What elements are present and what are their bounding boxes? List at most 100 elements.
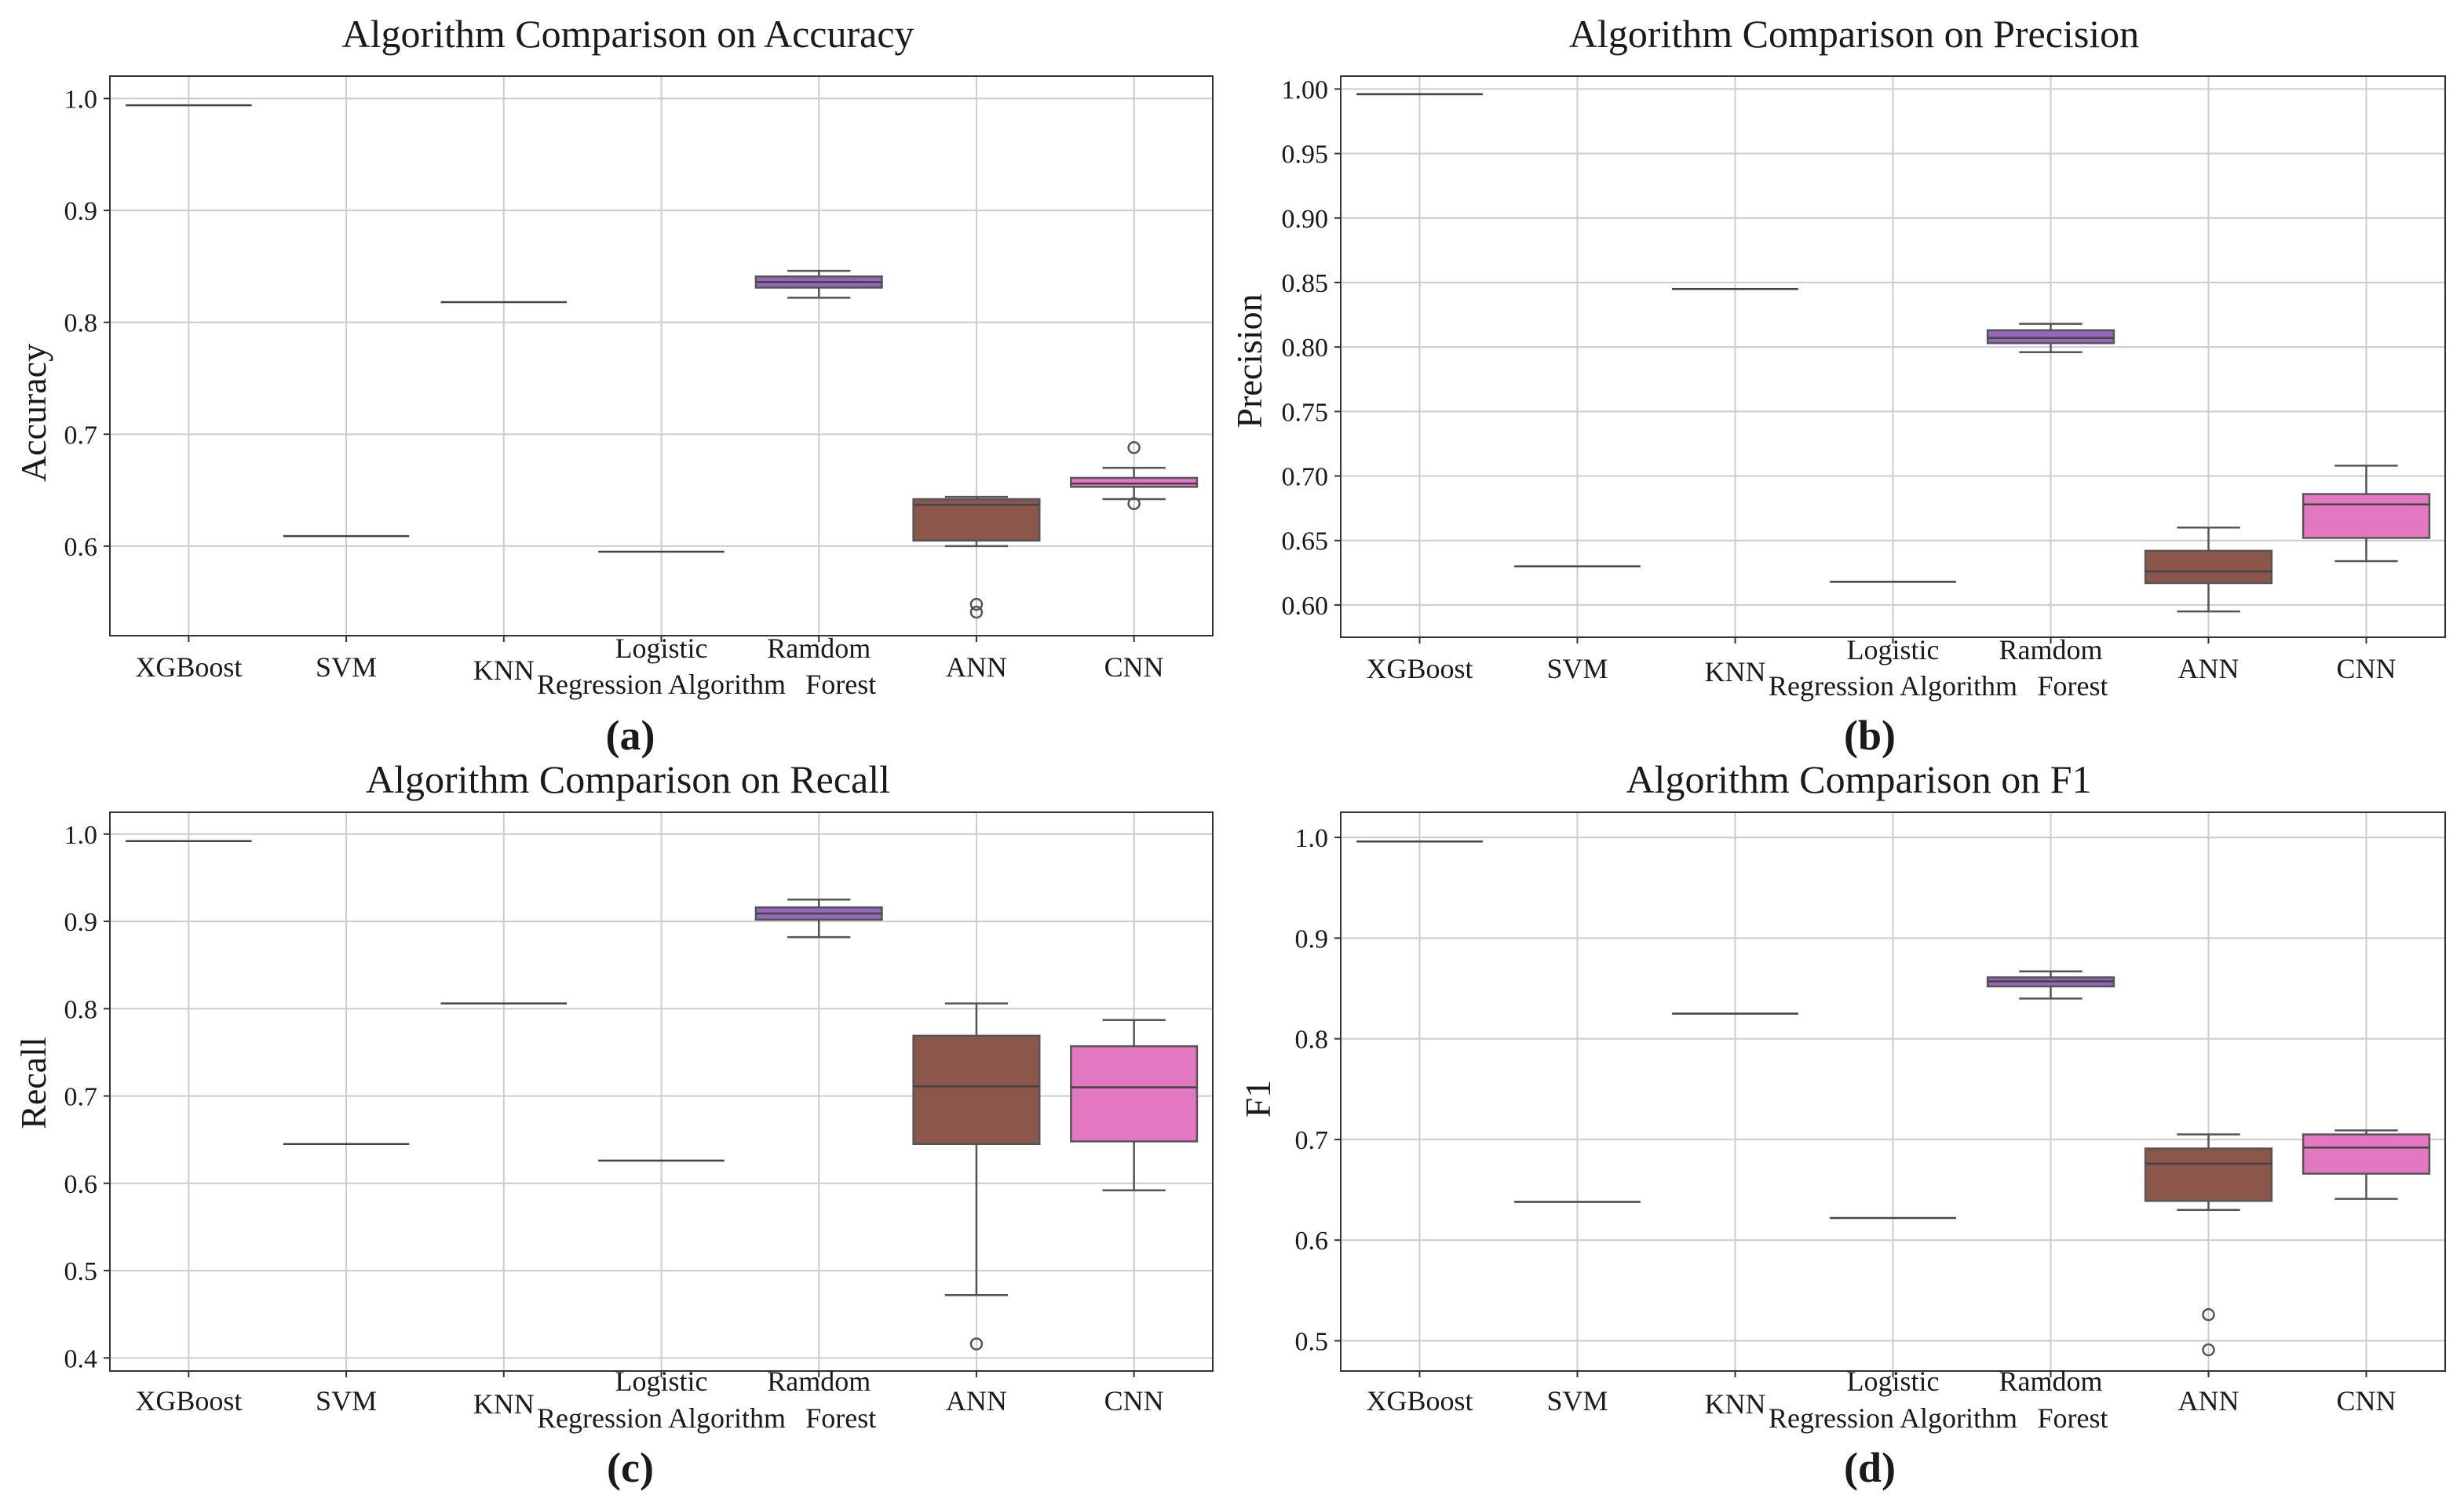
chart-title: Algorithm Comparison on Accuracy [341,12,914,56]
x-tick-label: Regression Algorithm [1769,1402,2017,1434]
box-cnn [2302,1129,2431,1200]
box-cnn [1070,441,1199,510]
x-tick-label: Logistic [1847,634,1940,665]
chart-title: Algorithm Comparison on Recall [366,757,890,801]
x-tick-label: Forest [805,1402,876,1434]
y-tick-label: 1.00 [1282,75,1329,104]
x-tick-label: CNN [1104,651,1164,683]
x-tick-label: KNN [473,655,535,686]
box-plots [126,104,1199,619]
y-axis-label: Recall [13,1037,53,1129]
y-ticks: 0.4 0.5 0.6 0.7 0.8 0.9 1.0 [64,821,1135,1377]
panel-precision: Algorithm Comparison on Precision Precis… [1229,12,2446,759]
y-tick-label: 0.90 [1282,205,1329,234]
y-tick-label: 0.4 [64,1344,98,1373]
iqr-box [1070,1045,1199,1143]
y-ticks: 0.5 0.6 0.7 0.8 0.9 1.0 [1295,824,2367,1377]
y-tick-label: 0.9 [64,197,98,226]
y-tick-label: 0.8 [1295,1026,1329,1055]
box-ann [912,495,1041,619]
box-ann [2144,1133,2273,1357]
x-tick-label: KNN [1705,656,1766,687]
x-tick-label: Logistic [1847,1366,1940,1397]
panel-recall: Algorithm Comparison on Recall Recall 0.… [13,757,1214,1491]
chart-title: Algorithm Comparison on Precision [1569,12,2139,56]
x-tick-label: ANN [946,651,1007,683]
x-tick-labels: XGBoost SVM KNN Logistic Regression Algorith… [135,1366,1163,1434]
outlier-point [969,605,984,619]
outlier-point [2202,1343,2215,1357]
panel-label: (c) [607,1444,654,1491]
panel-label: (b) [1844,712,1896,759]
x-tick-label: Logistic [615,1366,708,1397]
x-tick-label: KNN [473,1388,535,1420]
x-tick-label: Ramdom [767,633,871,664]
box-plots [1356,93,2431,613]
x-tick-label: Ramdom [767,1366,871,1397]
panel-accuracy: Algorithm Comparison on Accuracy Accurac… [13,12,1214,759]
y-tick-label: 0.6 [64,1170,98,1199]
y-tick-label: 1.0 [64,86,98,115]
y-tick-label: 0.80 [1282,334,1329,363]
box-plots [1356,840,2431,1357]
outlier-point [1127,441,1141,454]
panel-f1: Algorithm Comparison on F1 F1 0.50.60.70… [1238,757,2446,1491]
box-cnn [2302,465,2431,563]
box-plots [126,840,1199,1351]
chart-title: Algorithm Comparison on F1 [1626,757,2091,801]
box-ramdom-forest [754,269,883,299]
box-ann [912,1002,1041,1351]
iqr-box [2302,493,2431,539]
y-tick-label: 0.7 [64,1083,98,1112]
iqr-box [1070,476,1199,488]
x-tick-label: SVM [316,651,377,683]
x-tick-label: Ramdom [1999,1366,2103,1397]
y-tick-label: 0.85 [1282,269,1329,298]
x-tick-labels: XGBoost SVM KNN Logistic Regression Algorith… [135,633,1163,700]
x-tick-label: KNN [1705,1388,1766,1420]
x-tick-label: ANN [2178,653,2240,684]
y-ticks: 0.60 0.65 0.70 0.75 0.80 0.85 0.90 0.95 1.00 [1282,75,2367,644]
x-tick-label: CNN [2336,1385,2396,1417]
y-tick-label: 0.8 [64,995,98,1024]
x-tick-labels: XGBoost SVM KNN Logistic Regression Algorith… [1366,1366,2396,1434]
y-tick-label: 0.8 [64,309,98,338]
x-tick-label: ANN [946,1385,1007,1417]
box-ramdom-forest [754,899,883,939]
y-axis-label: Precision [1229,294,1269,428]
outlier-point [1127,497,1141,510]
iqr-box [2302,1133,2431,1175]
x-tick-label: XGBoost [135,651,242,683]
iqr-box [912,498,1041,542]
y-tick-label: 0.6 [64,533,98,562]
y-tick-label: 0.9 [1295,924,1329,954]
y-tick-label: 0.7 [1295,1126,1329,1155]
x-tick-label: Ramdom [1999,634,2103,665]
y-tick-label: 1.0 [64,821,98,850]
y-tick-label: 1.0 [1295,824,1329,853]
y-tick-label: 0.6 [1295,1227,1329,1256]
y-tick-label: 0.7 [64,421,98,450]
y-tick-label: 0.5 [1295,1328,1329,1357]
x-tick-label: Forest [2038,1402,2108,1434]
iqr-box [2144,549,2273,585]
box-cnn [1070,1019,1199,1191]
x-tick-label: Logistic [615,633,708,664]
box-ramdom-forest [1986,323,2115,353]
y-tick-label: 0.5 [64,1257,98,1286]
x-tick-label: Forest [805,669,876,700]
x-tick-label: Regression Algorithm [537,1402,786,1434]
y-tick-label: 0.75 [1282,398,1329,427]
outlier-point [969,1337,984,1351]
box-ramdom-forest [1986,970,2115,1000]
x-tick-label: SVM [1546,1385,1608,1417]
y-tick-label: 0.60 [1282,592,1329,621]
x-tick-label: ANN [2178,1385,2240,1417]
outlier-point [2202,1307,2215,1322]
x-tick-label: SVM [316,1385,377,1417]
x-tick-label: XGBoost [1366,1385,1473,1417]
x-tick-label: Forest [2038,670,2108,702]
iqr-box [912,1034,1041,1146]
